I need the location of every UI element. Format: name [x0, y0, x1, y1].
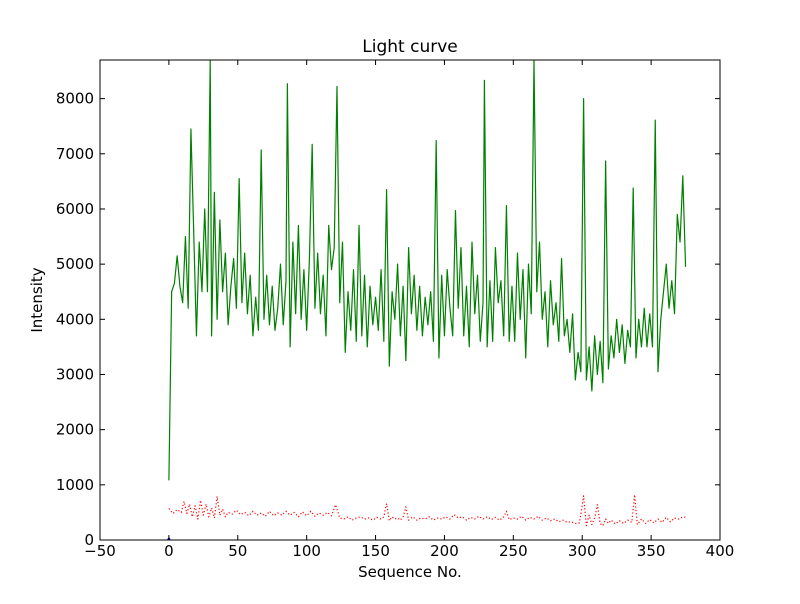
x-tick-label: −50 [84, 542, 116, 560]
x-axis-label: Sequence No. [358, 563, 462, 581]
x-tick-label: 200 [430, 542, 459, 560]
x-tick-label: 150 [361, 542, 390, 560]
y-tick-label: 5000 [56, 255, 94, 273]
x-tick-label: 400 [706, 542, 735, 560]
x-tick-label: 50 [228, 542, 247, 560]
y-tick-label: 4000 [56, 310, 94, 328]
y-tick-label: 8000 [56, 90, 94, 108]
plot-frame [99, 59, 721, 541]
chart-title: Light curve [362, 37, 457, 57]
y-tick-label: 7000 [56, 145, 94, 163]
series-0-line [168, 60, 687, 481]
y-tick-label: 6000 [56, 200, 94, 218]
x-tick-label: 300 [568, 542, 597, 560]
x-tick-label: 0 [164, 542, 174, 560]
x-tick-label: 100 [292, 542, 321, 560]
x-tick-label: 250 [499, 542, 528, 560]
x-tick-label: 350 [637, 542, 666, 560]
y-tick-label: 2000 [56, 421, 94, 439]
plot-area: −50 0 50 100 150 200 250 300 350 4000100020003000… [56, 59, 735, 560]
y-tick-label: 3000 [56, 365, 94, 383]
y-tick-label: 1000 [56, 476, 94, 494]
y-axis-label: Intensity [28, 267, 46, 332]
y-tick-label: 0 [84, 531, 94, 549]
